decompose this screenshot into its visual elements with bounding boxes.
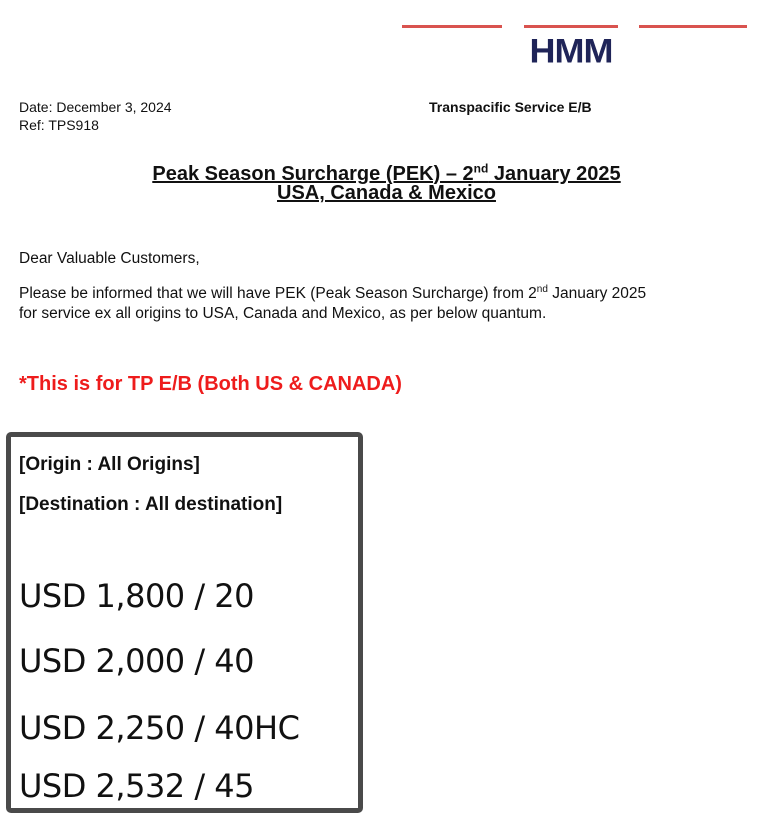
rate-20: USD 1,800 / 20 xyxy=(19,577,255,615)
page-title: Peak Season Surcharge (PEK) – 2nd Januar… xyxy=(152,161,621,185)
origin-label: [Origin : All Origins] xyxy=(19,454,200,475)
header-rule-right xyxy=(639,25,747,28)
greeting: Dear Valuable Customers, xyxy=(19,250,200,267)
hmm-logo: HMM xyxy=(518,24,628,72)
scope-notice: *This is for TP E/B (Both US & CANADA) xyxy=(19,373,402,395)
rate-45: USD 2,532 / 45 xyxy=(19,767,255,805)
service-name: Transpacific Service E/B xyxy=(429,99,592,115)
reference: Ref: TPS918 xyxy=(19,117,99,133)
header-rule-left xyxy=(402,25,502,28)
rate-40hc: USD 2,250 / 40HC xyxy=(19,709,300,747)
notice-paragraph: Please be informed that we will have PEK… xyxy=(19,284,647,323)
rate-40: USD 2,000 / 40 xyxy=(19,642,255,680)
page-subtitle: USA, Canada & Mexico xyxy=(277,182,496,204)
destination-label: [Destination : All destination] xyxy=(19,494,283,515)
rates-box: [Origin : All Origins] [Destination : Al… xyxy=(6,432,363,813)
date: Date: December 3, 2024 xyxy=(19,99,172,115)
